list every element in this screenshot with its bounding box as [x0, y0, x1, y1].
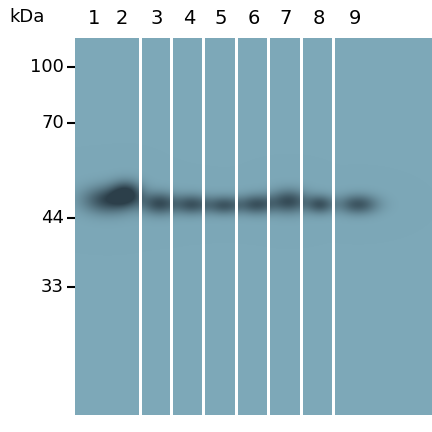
Text: 6: 6	[248, 10, 260, 29]
Text: 7: 7	[280, 10, 292, 29]
Text: 33: 33	[41, 278, 64, 296]
Text: 70: 70	[41, 114, 64, 132]
Text: 1: 1	[88, 10, 100, 29]
Text: 3: 3	[150, 10, 162, 29]
Text: 2: 2	[116, 10, 128, 29]
Text: 5: 5	[215, 10, 227, 29]
Text: kDa: kDa	[10, 8, 45, 26]
Text: 44: 44	[41, 209, 64, 227]
Text: 100: 100	[30, 58, 64, 76]
Text: 8: 8	[312, 10, 324, 29]
Text: 4: 4	[183, 10, 195, 29]
Text: 9: 9	[349, 10, 361, 29]
